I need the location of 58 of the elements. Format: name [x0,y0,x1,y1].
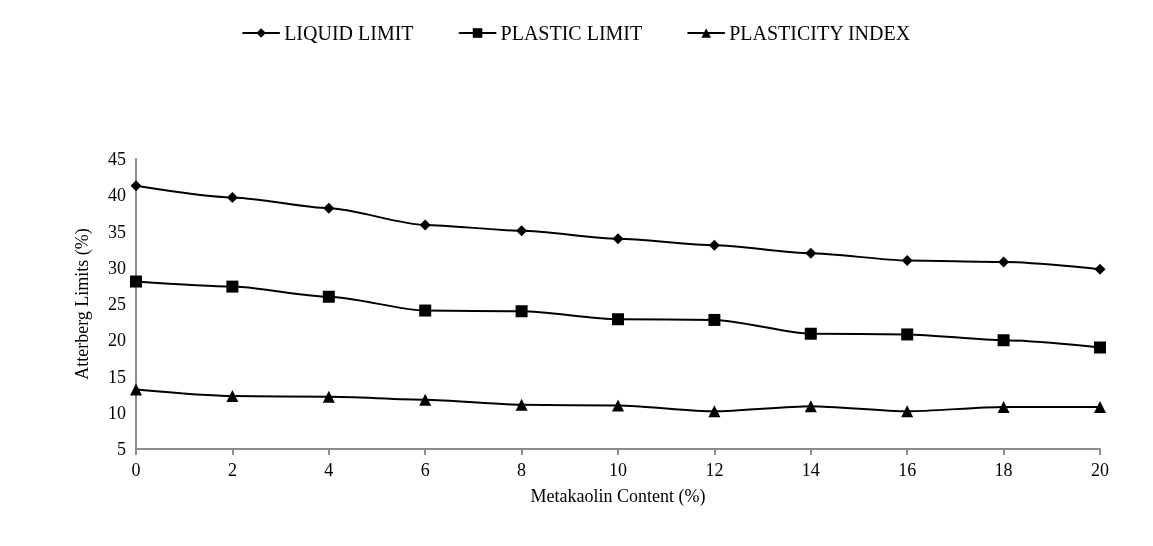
legend-label: LIQUID LIMIT [284,22,414,44]
x-tick-label: 6 [420,460,430,480]
point [804,327,817,340]
point [515,305,528,318]
point [322,290,335,303]
x-tick-label: 20 [1091,460,1109,480]
point [805,247,817,259]
x-axis-title: Metakaolin Content (%) [530,486,706,507]
point [515,398,528,411]
point [419,304,432,317]
y-tick-label: 5 [117,439,126,459]
x-tick-label: 2 [227,460,237,480]
point [612,313,624,326]
y-tick-label: 45 [108,149,126,169]
x-tick-label: 10 [609,460,627,480]
point [708,239,720,251]
y-tick-label: 15 [108,366,126,387]
point [1094,400,1106,413]
point [226,280,239,293]
x-tick-label: 16 [898,460,917,480]
point [708,405,721,418]
y-tick-label: 20 [108,330,126,351]
point [323,202,335,214]
point [997,400,1010,413]
point [226,191,238,203]
point [901,405,914,418]
point [419,393,432,406]
point [1094,341,1106,354]
y-tick-label: 30 [108,257,126,278]
legend-label: PLASTIC LIMIT [500,22,643,44]
point [708,313,721,326]
y-tick-label: 10 [108,402,126,423]
point [130,180,142,192]
x-tick-label: 18 [994,460,1013,480]
point [130,383,142,396]
x-tick-label: 4 [324,460,334,480]
point [612,399,624,412]
legend-label: PLASTICITY INDEX [729,22,911,44]
point [612,233,624,245]
point [998,256,1010,268]
y-axis-title: Atterberg Limits (%) [72,228,93,380]
y-tick-label: 35 [108,221,126,242]
y-tick-label: 40 [108,185,126,206]
y-tick-label: 25 [108,294,126,314]
point [1094,263,1106,275]
point [322,390,335,403]
point [130,275,142,288]
point [997,334,1010,347]
point [901,328,914,341]
x-tick-label: 12 [705,460,724,480]
point [804,400,817,413]
point [901,255,913,266]
point [226,390,239,403]
point [419,219,431,231]
x-tick-label: 0 [131,460,141,480]
x-tick-label: 8 [517,460,527,480]
point [516,225,528,237]
x-tick-label: 14 [801,460,820,480]
